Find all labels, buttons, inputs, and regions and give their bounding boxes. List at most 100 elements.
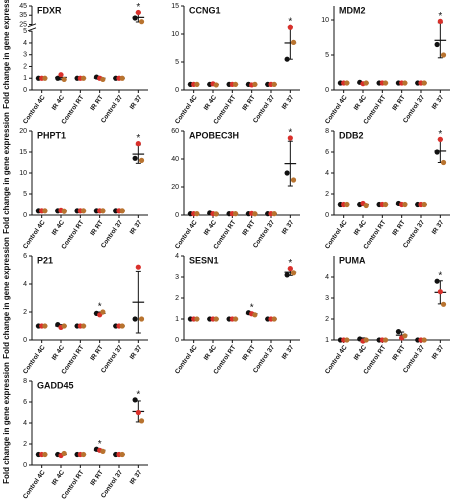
data-point xyxy=(100,309,106,315)
significance-star: * xyxy=(438,129,442,140)
y-tick-label: 3 xyxy=(175,274,179,281)
data-point xyxy=(382,80,389,86)
data-point xyxy=(434,149,440,155)
y-tick-label: 6 xyxy=(23,399,27,406)
significance-star: * xyxy=(136,390,140,401)
y-tick-label: 25 xyxy=(19,21,27,28)
x-tick-label: IR 37 xyxy=(431,219,446,236)
y-tick-label: 0 xyxy=(23,87,27,94)
data-point xyxy=(290,39,297,46)
x-tick-label: IR RT xyxy=(89,469,104,487)
data-point xyxy=(138,418,145,424)
data-point xyxy=(437,136,443,142)
data-point xyxy=(119,323,125,329)
data-point xyxy=(80,208,87,214)
x-tick-label: Control 4C xyxy=(22,94,47,125)
data-point xyxy=(382,337,389,343)
data-point xyxy=(440,159,447,166)
data-point xyxy=(344,337,350,343)
data-point xyxy=(402,201,408,208)
y-tick-label: 2 xyxy=(23,441,27,448)
x-tick-label: IR 4C xyxy=(353,219,368,237)
data-point xyxy=(402,333,408,339)
y-tick-label: 40 xyxy=(171,156,179,163)
data-point xyxy=(132,155,138,161)
x-tick-label: IR RT xyxy=(89,344,104,362)
x-tick-label: IR 4C xyxy=(51,94,66,112)
data-point xyxy=(382,201,389,208)
x-tick-label: Control 4C xyxy=(22,344,47,375)
y-tick-label: 0 xyxy=(23,212,27,219)
data-point xyxy=(421,80,427,86)
data-point xyxy=(42,451,48,458)
data-point xyxy=(194,81,200,87)
x-tick-label: IR 4C xyxy=(203,219,218,237)
data-point xyxy=(213,211,219,217)
y-tick-label: 2 xyxy=(325,191,329,198)
data-point xyxy=(42,75,48,81)
y-tick-label: 5 xyxy=(23,28,27,35)
data-point xyxy=(135,9,141,16)
data-point xyxy=(363,202,369,209)
y-tick-label: 4 xyxy=(23,281,27,288)
data-point xyxy=(363,337,369,343)
x-tick-label: IR RT xyxy=(241,94,256,112)
data-point xyxy=(402,80,408,86)
y-axis-label: Fold change in gene expression xyxy=(2,362,11,484)
data-point xyxy=(135,141,141,147)
x-tick-label: IR 4C xyxy=(353,344,368,362)
data-point xyxy=(135,264,141,270)
data-point xyxy=(284,56,290,62)
x-tick-label: IR 4C xyxy=(51,219,66,237)
data-point xyxy=(42,323,48,329)
x-tick-label: IR 37 xyxy=(281,94,296,111)
x-tick-label: IR 4C xyxy=(51,344,66,362)
data-point xyxy=(80,451,87,458)
x-tick-label: IR RT xyxy=(391,344,406,362)
data-point xyxy=(440,301,447,307)
y-tick-label: 2 xyxy=(23,63,27,70)
significance-star: * xyxy=(288,258,292,269)
axis-break xyxy=(27,23,37,28)
data-point xyxy=(437,289,443,295)
data-point xyxy=(132,15,138,21)
data-point xyxy=(138,316,145,322)
y-tick-label: 4 xyxy=(325,170,329,177)
data-point xyxy=(252,81,258,87)
data-point xyxy=(132,397,138,403)
x-tick-label: IR 37 xyxy=(129,469,144,486)
significance-star: * xyxy=(288,128,292,139)
significance-star: * xyxy=(250,302,254,313)
data-point xyxy=(135,409,141,416)
y-tick-label: 0 xyxy=(175,212,179,219)
chart-title: APOBEC3H xyxy=(189,130,239,140)
y-tick-label: 5 xyxy=(325,52,329,59)
x-tick-label: Control 4C xyxy=(324,219,349,250)
y-tick-label: 0 xyxy=(325,87,329,94)
x-tick-label: IR 37 xyxy=(431,344,446,361)
data-point xyxy=(421,201,427,208)
y-tick-label: 45 xyxy=(19,3,27,10)
x-tick-label: IR 4C xyxy=(51,469,66,487)
y-tick-label: 8 xyxy=(23,378,27,385)
y-tick-label: 4 xyxy=(23,420,27,427)
x-tick-label: IR RT xyxy=(89,94,104,112)
data-point xyxy=(138,157,145,163)
y-tick-label: 4 xyxy=(23,40,27,47)
x-tick-label: IR RT xyxy=(241,344,256,362)
y-axis-label: Fold change in gene expression xyxy=(2,0,11,109)
y-tick-label: 6 xyxy=(23,253,27,260)
y-tick-label: 35 xyxy=(19,12,27,19)
y-tick-label: 5 xyxy=(23,191,27,198)
significance-star: * xyxy=(438,270,442,281)
x-tick-label: IR RT xyxy=(241,219,256,237)
y-tick-label: 10 xyxy=(171,31,179,38)
data-point xyxy=(61,76,67,83)
y-tick-label: 20 xyxy=(171,184,179,191)
chart-title: FDXR xyxy=(37,5,62,15)
data-point xyxy=(80,75,87,81)
y-tick-label: 20 xyxy=(19,128,27,135)
data-point xyxy=(363,80,369,86)
data-point xyxy=(284,272,290,278)
